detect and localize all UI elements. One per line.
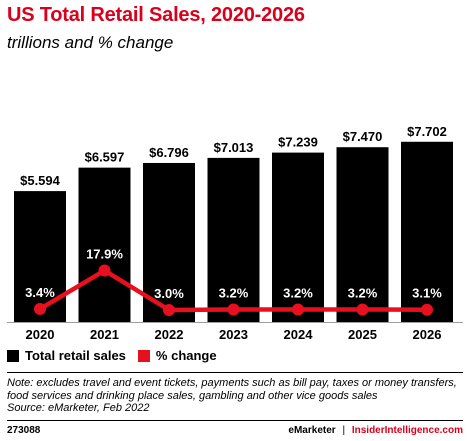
x-tick-label-2025: 2025 bbox=[348, 327, 377, 342]
pct-change-point-2025 bbox=[356, 303, 369, 316]
bar-value-label-2024: $7.239 bbox=[278, 135, 318, 150]
brand-emarketer: eMarketer bbox=[288, 425, 336, 436]
brand-credit: eMarketer | InsiderIntelligence.com bbox=[288, 425, 463, 436]
legend-item-line: % change bbox=[137, 348, 217, 363]
x-tick-label-2022: 2022 bbox=[155, 327, 184, 342]
pct-change-point-2026 bbox=[421, 303, 433, 316]
chart-subtitle: trillions and % change bbox=[7, 33, 174, 52]
chart-footer: 273088 eMarketer | InsiderIntelligence.c… bbox=[7, 425, 463, 436]
note-text: Note: excludes travel and event tickets,… bbox=[7, 377, 457, 402]
x-tick-label-2024: 2024 bbox=[284, 327, 314, 342]
pct-change-label-2021: 17.9% bbox=[86, 247, 123, 262]
bar-value-label-2025: $7.470 bbox=[343, 129, 383, 144]
divider-top bbox=[7, 372, 463, 373]
x-tick-label-2021: 2021 bbox=[90, 327, 119, 342]
chart-note: Note: excludes travel and event tickets,… bbox=[7, 377, 467, 415]
pct-change-point-2023 bbox=[227, 303, 240, 316]
bar-2022 bbox=[143, 162, 195, 322]
brand-insider-intelligence: InsiderIntelligence.com bbox=[351, 425, 463, 436]
chart-plot: $5.594 $6.597 $6.796 $7.013 $7.239 $7.470 $7.7… bbox=[7, 124, 463, 342]
pct-change-label-2022: 3.0% bbox=[154, 286, 184, 301]
legend-item-bars: Total retail sales bbox=[7, 348, 126, 363]
pct-change-point-2024 bbox=[292, 303, 304, 316]
chart-legend: Total retail sales % change bbox=[7, 348, 229, 363]
pct-change-label-2025: 3.2% bbox=[348, 285, 378, 300]
pct-change-point-2022 bbox=[163, 304, 175, 316]
bar-value-label-2020: $5.594 bbox=[20, 173, 61, 188]
pct-change-label-2020: 3.4% bbox=[25, 285, 55, 300]
x-tick-label-2020: 2020 bbox=[26, 327, 55, 342]
bar-value-label-2022: $6.796 bbox=[149, 145, 189, 160]
bar-value-label-2023: $7.013 bbox=[214, 140, 254, 155]
bar-value-label-2021: $6.597 bbox=[85, 150, 125, 165]
pct-change-label-2023: 3.2% bbox=[219, 285, 249, 300]
chart-id: 273088 bbox=[7, 425, 41, 436]
source-text: Source: eMarketer, Feb 2022 bbox=[7, 402, 150, 414]
x-tick-label-2023: 2023 bbox=[219, 327, 248, 342]
bar-2024 bbox=[272, 152, 324, 322]
x-tick-label-2026: 2026 bbox=[413, 327, 442, 342]
pct-change-label-2026: 3.1% bbox=[412, 286, 442, 301]
bar-2023 bbox=[207, 157, 260, 322]
bar-2026 bbox=[401, 141, 453, 322]
brand-separator: | bbox=[342, 425, 346, 436]
legend-swatch-bars bbox=[7, 349, 19, 362]
bar-2025 bbox=[336, 147, 389, 322]
chart-title: US Total Retail Sales, 2020-2026 bbox=[7, 4, 305, 26]
legend-label-line: % change bbox=[155, 348, 217, 363]
divider-bottom bbox=[7, 420, 463, 421]
bar-2021 bbox=[78, 167, 131, 322]
pct-change-point-2021 bbox=[98, 264, 111, 277]
pct-change-label-2024: 3.2% bbox=[283, 285, 313, 300]
bar-value-label-2026: $7.702 bbox=[407, 124, 447, 139]
legend-swatch-line bbox=[137, 349, 150, 362]
pct-change-point-2020 bbox=[34, 302, 46, 315]
legend-label-bars: Total retail sales bbox=[25, 348, 126, 363]
bar-2020 bbox=[14, 191, 66, 322]
